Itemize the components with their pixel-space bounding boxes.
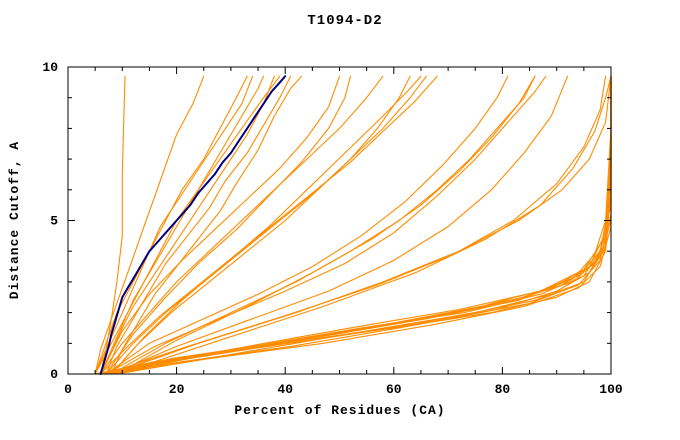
x-tick-label: 60	[386, 382, 402, 397]
y-axis-label: Distance Cutoff, A	[7, 141, 22, 299]
x-tick-label: 80	[495, 382, 511, 397]
series-model-12	[100, 75, 438, 375]
series-model-37	[110, 75, 411, 375]
series-model-16	[105, 75, 547, 375]
chart-title: T1094-D2	[307, 13, 382, 29]
series-model-32	[105, 75, 607, 375]
series-model-07	[110, 75, 303, 375]
series-model-09	[100, 75, 384, 375]
series-model-06	[94, 75, 248, 375]
series-model-15	[116, 75, 536, 375]
series-model-34	[100, 75, 341, 375]
series-model-01	[94, 75, 254, 375]
series-model-36	[94, 75, 205, 375]
series-model-02	[100, 75, 275, 375]
series-model-08	[100, 75, 126, 375]
series-model-13	[105, 75, 509, 375]
series-model-27	[110, 75, 612, 375]
series-reference	[99, 75, 287, 375]
x-axis-label: Percent of Residues (CA)	[234, 403, 445, 418]
x-tick-label: 0	[64, 382, 72, 397]
y-tick-label: 5	[50, 214, 58, 229]
series-model-04	[105, 75, 292, 375]
y-tick-label: 10	[42, 60, 58, 75]
series-model-33	[116, 75, 612, 375]
x-tick-label: 100	[599, 382, 623, 397]
series-model-35	[105, 75, 351, 375]
y-tick-label: 0	[50, 367, 58, 382]
series-model-05	[100, 75, 265, 375]
series-model-30	[94, 75, 612, 375]
x-tick-label: 20	[169, 382, 185, 397]
series-model-10	[105, 75, 427, 375]
series-model-28	[105, 75, 612, 375]
series-model-17	[110, 75, 569, 375]
x-tick-label: 40	[277, 382, 293, 397]
series-model-14	[110, 75, 536, 375]
